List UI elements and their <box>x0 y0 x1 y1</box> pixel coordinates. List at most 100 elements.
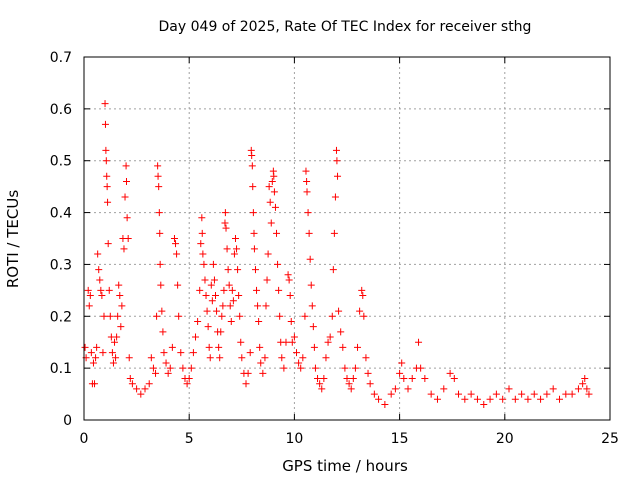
data-point <box>461 395 469 403</box>
data-point <box>91 380 99 388</box>
data-point <box>549 385 557 393</box>
x-tick-label: 0 <box>80 431 89 447</box>
data-point <box>219 302 227 310</box>
data-point <box>236 312 244 320</box>
data-point <box>339 343 347 351</box>
data-point <box>256 343 264 351</box>
data-point <box>266 198 274 206</box>
data-point <box>205 343 213 351</box>
data-point <box>113 333 121 341</box>
data-point <box>329 266 337 274</box>
data-point <box>215 343 223 351</box>
data-point <box>122 162 130 170</box>
data-point <box>282 338 290 346</box>
data-point <box>354 343 362 351</box>
data-point <box>194 317 202 325</box>
x-axis-label: GPS time / hours <box>282 457 408 475</box>
data-point <box>286 292 294 300</box>
data-point <box>303 177 311 185</box>
data-point <box>583 385 591 393</box>
data-point <box>251 266 259 274</box>
data-point <box>358 286 366 294</box>
data-point <box>106 312 114 320</box>
data-point <box>94 250 102 258</box>
data-point <box>224 266 232 274</box>
data-point <box>196 286 204 294</box>
data-point <box>213 307 221 315</box>
data-point <box>246 349 254 357</box>
data-point <box>155 183 163 191</box>
data-point <box>179 364 187 372</box>
data-point <box>345 380 353 388</box>
data-point <box>275 286 283 294</box>
data-point <box>310 343 318 351</box>
data-point <box>198 214 206 222</box>
y-tick-label: 0.5 <box>50 154 72 170</box>
data-point <box>168 343 176 351</box>
data-points <box>81 100 593 408</box>
data-point <box>115 281 123 289</box>
data-point <box>263 276 271 284</box>
data-point <box>145 380 153 388</box>
data-point <box>177 349 185 357</box>
data-point <box>579 380 587 388</box>
data-point <box>164 369 172 377</box>
data-point <box>387 390 395 398</box>
data-point <box>209 260 217 268</box>
data-point <box>262 302 270 310</box>
data-point <box>360 312 368 320</box>
data-point <box>467 390 475 398</box>
data-point <box>318 385 326 393</box>
data-point <box>264 250 272 258</box>
data-point <box>221 209 229 217</box>
data-point <box>154 172 162 180</box>
data-point <box>216 354 224 362</box>
data-point <box>427 390 435 398</box>
data-point <box>524 395 532 403</box>
data-point <box>254 302 262 310</box>
data-point <box>89 359 97 367</box>
tick-labels: 0 5 10 15 20 25 0 0.1 0.2 0.3 0.4 0.5 0.6 0.7 <box>50 50 619 447</box>
data-point <box>375 395 383 403</box>
data-point <box>259 369 267 377</box>
data-point <box>335 307 343 315</box>
data-point <box>271 203 279 211</box>
data-point <box>221 219 229 227</box>
data-point <box>217 328 225 336</box>
data-point <box>250 229 258 237</box>
data-point <box>95 266 103 274</box>
data-point <box>149 364 157 372</box>
data-point <box>362 354 370 362</box>
y-tick-label: 0.3 <box>50 257 72 273</box>
data-point <box>229 297 237 305</box>
data-point <box>585 390 593 398</box>
data-point <box>92 354 100 362</box>
data-point <box>404 385 412 393</box>
data-point <box>103 172 111 180</box>
data-point <box>359 292 367 300</box>
data-point <box>518 390 526 398</box>
data-point <box>206 354 214 362</box>
data-point <box>125 354 133 362</box>
data-point <box>351 364 359 372</box>
data-point <box>101 100 109 108</box>
data-point <box>290 333 298 341</box>
data-point <box>85 302 93 310</box>
y-tick-label: 0.2 <box>50 309 72 325</box>
data-point <box>261 354 269 362</box>
data-point <box>450 375 458 383</box>
data-point <box>237 338 245 346</box>
y-tick-label: 0.1 <box>50 361 72 377</box>
data-point <box>284 271 292 279</box>
data-point <box>117 323 125 331</box>
data-point <box>222 224 230 232</box>
data-point <box>326 333 334 341</box>
data-point <box>157 281 165 289</box>
data-point <box>308 302 316 310</box>
data-point <box>273 229 281 237</box>
data-point <box>126 375 134 383</box>
data-point <box>98 292 106 300</box>
data-point <box>230 250 238 258</box>
y-tick-label: 0.4 <box>50 206 72 222</box>
